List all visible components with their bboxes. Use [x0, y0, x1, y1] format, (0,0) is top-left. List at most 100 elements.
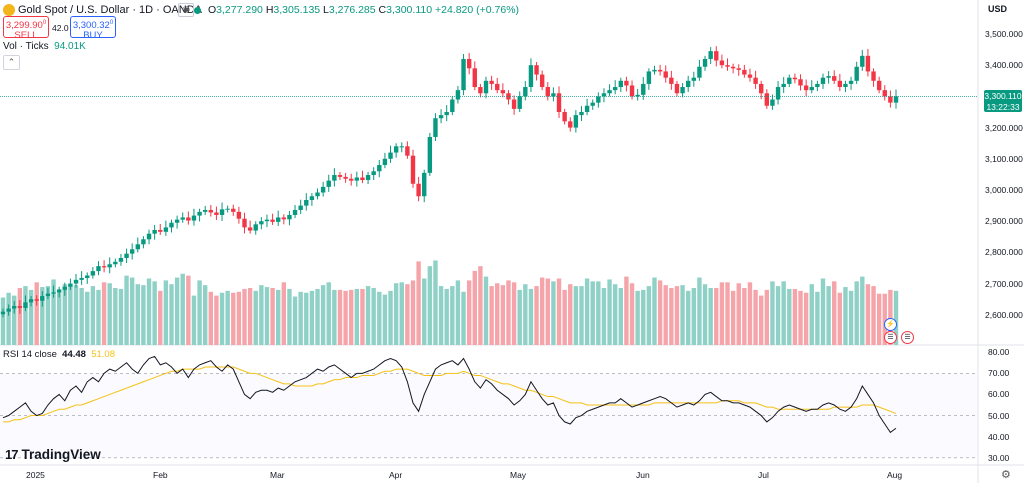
candle-body	[180, 217, 185, 220]
volume-bar	[304, 292, 309, 345]
candle-body	[489, 80, 494, 84]
candle-body	[764, 93, 770, 106]
volume-bar	[691, 288, 697, 345]
volume-bar	[461, 291, 466, 345]
candle-body	[0, 311, 6, 315]
volume-bar	[180, 273, 185, 345]
volume-legend[interactable]: Vol · Ticks 94.01K	[3, 41, 86, 52]
currency-label[interactable]: USD	[988, 4, 1008, 14]
candle-body	[422, 172, 427, 197]
gear-icon[interactable]: ⚙	[1001, 469, 1011, 481]
volume-bar	[736, 283, 741, 345]
volume-bar	[517, 289, 522, 345]
us-flag-icon[interactable]: ☰	[901, 331, 914, 344]
candle-body	[882, 90, 887, 97]
candle-body	[511, 99, 517, 109]
volume-bar	[51, 279, 56, 345]
chevron-up-icon[interactable]: ⌃	[3, 55, 20, 70]
volume-bar	[6, 292, 11, 345]
volume-bar	[556, 278, 562, 345]
volume-bar	[68, 285, 73, 345]
candle-body	[298, 205, 303, 210]
candle-body	[259, 221, 264, 225]
volume-bar	[753, 289, 758, 345]
volume-bar	[641, 289, 646, 345]
candle-body	[787, 77, 792, 84]
volume-bar	[113, 288, 118, 345]
candle-body	[618, 80, 623, 88]
lightning-icon[interactable]: ⚡	[884, 318, 897, 331]
candle-body	[556, 93, 562, 112]
volume-bar	[876, 293, 882, 345]
rsi-line	[2, 355, 897, 434]
volume-bar	[45, 286, 51, 345]
volume-bar	[663, 285, 668, 345]
rsi-tick-label: 70.00	[988, 368, 1010, 379]
candle-body	[410, 155, 416, 184]
volume-bar	[629, 283, 635, 345]
volume-bar	[56, 288, 62, 345]
candle-body	[236, 211, 242, 219]
volume-bar	[382, 294, 388, 345]
eye-icon[interactable]: ◉	[178, 3, 194, 17]
symbol-title[interactable]: Gold Spot / U.S. Dollar · 1D · OANDA	[18, 4, 202, 16]
candle-body	[562, 112, 567, 122]
buy-button[interactable]: 3,300.320 BUY	[70, 16, 116, 41]
volume-bar	[326, 282, 331, 345]
candle-body	[129, 249, 135, 254]
candle-body	[51, 292, 56, 294]
volume-bar	[523, 284, 528, 345]
volume-bar	[893, 290, 899, 345]
volume-bar	[495, 283, 500, 345]
volume-bar	[253, 290, 258, 345]
volume-bar	[315, 288, 320, 345]
volume-bar	[405, 284, 410, 345]
volume-bar	[584, 278, 590, 345]
candle-body	[12, 306, 17, 309]
volume-bar	[747, 282, 753, 345]
volume-bar	[281, 282, 287, 345]
us-flag-icon[interactable]: ☰	[884, 331, 897, 344]
candle-body	[304, 199, 309, 206]
volume-bar	[803, 292, 809, 345]
volume-bar	[770, 281, 775, 345]
rsi-legend[interactable]: RSI 14 close 44.48 51.08	[3, 349, 115, 360]
volume-bar	[455, 280, 461, 345]
time-tick-label: Aug	[887, 470, 903, 480]
volume-bar	[399, 282, 404, 345]
price-tick-label: 3,200.000	[985, 122, 1023, 133]
volume-bar	[141, 285, 146, 345]
volume-bar	[101, 282, 107, 345]
volume-bar	[416, 261, 421, 345]
candle-body	[641, 83, 646, 95]
candle-body	[624, 80, 629, 86]
candle-body	[332, 175, 337, 181]
candle-body	[770, 99, 775, 106]
candle-body	[343, 176, 348, 179]
candle-body	[79, 277, 84, 280]
ohlc-readout: O3,277.290 H3,305.135 L3,276.285 C3,300.…	[208, 4, 520, 16]
time-tick-label: 2025	[26, 470, 45, 480]
volume-bar	[742, 288, 747, 345]
volume-bar	[186, 275, 191, 345]
candle-body	[483, 80, 489, 94]
candle-body	[73, 279, 79, 284]
tradingview-logo[interactable]: 17 TradingView	[5, 447, 101, 462]
sell-button[interactable]: 3,299.900 SELL	[3, 16, 49, 41]
volume-bar	[225, 290, 230, 345]
candle-body	[860, 55, 865, 67]
volume-bar	[573, 286, 579, 345]
volume-bar	[12, 295, 17, 345]
candle-body	[584, 105, 590, 112]
candle-body	[68, 283, 73, 287]
candle-body	[197, 211, 202, 216]
volume-bar	[545, 278, 550, 345]
candle-body	[101, 266, 107, 268]
volume-bar	[365, 286, 371, 345]
volume-bar	[231, 292, 236, 345]
candle-body	[607, 90, 612, 94]
volume-bar	[438, 286, 444, 345]
volume-bar	[214, 295, 219, 345]
volume-bar	[764, 289, 770, 345]
